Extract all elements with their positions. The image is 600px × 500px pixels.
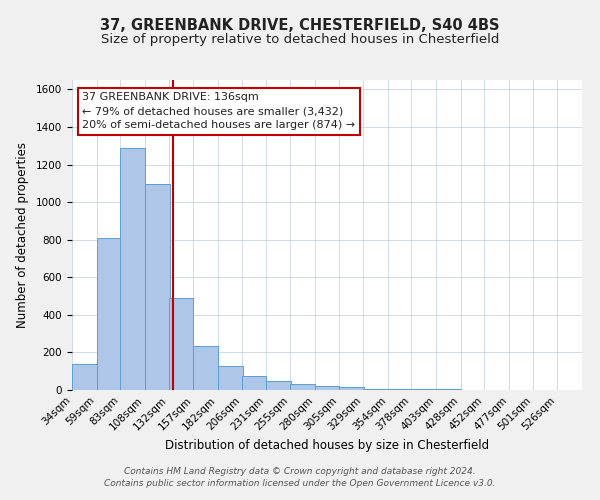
Text: Contains public sector information licensed under the Open Government Licence v3: Contains public sector information licen… <box>104 478 496 488</box>
Bar <box>97 238 121 390</box>
Bar <box>363 389 388 390</box>
Bar <box>242 376 266 390</box>
Bar <box>340 387 364 390</box>
Text: 37, GREENBANK DRIVE, CHESTERFIELD, S40 4BS: 37, GREENBANK DRIVE, CHESTERFIELD, S40 4… <box>100 18 500 32</box>
Bar <box>388 389 412 390</box>
Bar <box>290 384 314 390</box>
Bar <box>412 389 436 390</box>
Text: 37 GREENBANK DRIVE: 136sqm
← 79% of detached houses are smaller (3,432)
20% of s: 37 GREENBANK DRIVE: 136sqm ← 79% of deta… <box>82 92 355 130</box>
Bar <box>169 298 193 390</box>
Bar <box>72 364 97 390</box>
Bar <box>314 386 340 390</box>
Bar <box>218 366 242 390</box>
Bar <box>193 346 218 390</box>
Text: Size of property relative to detached houses in Chesterfield: Size of property relative to detached ho… <box>101 32 499 46</box>
Bar <box>145 184 170 390</box>
Bar <box>266 380 291 390</box>
Text: Contains HM Land Registry data © Crown copyright and database right 2024.: Contains HM Land Registry data © Crown c… <box>124 467 476 476</box>
Y-axis label: Number of detached properties: Number of detached properties <box>16 142 29 328</box>
X-axis label: Distribution of detached houses by size in Chesterfield: Distribution of detached houses by size … <box>165 438 489 452</box>
Bar <box>121 148 145 390</box>
